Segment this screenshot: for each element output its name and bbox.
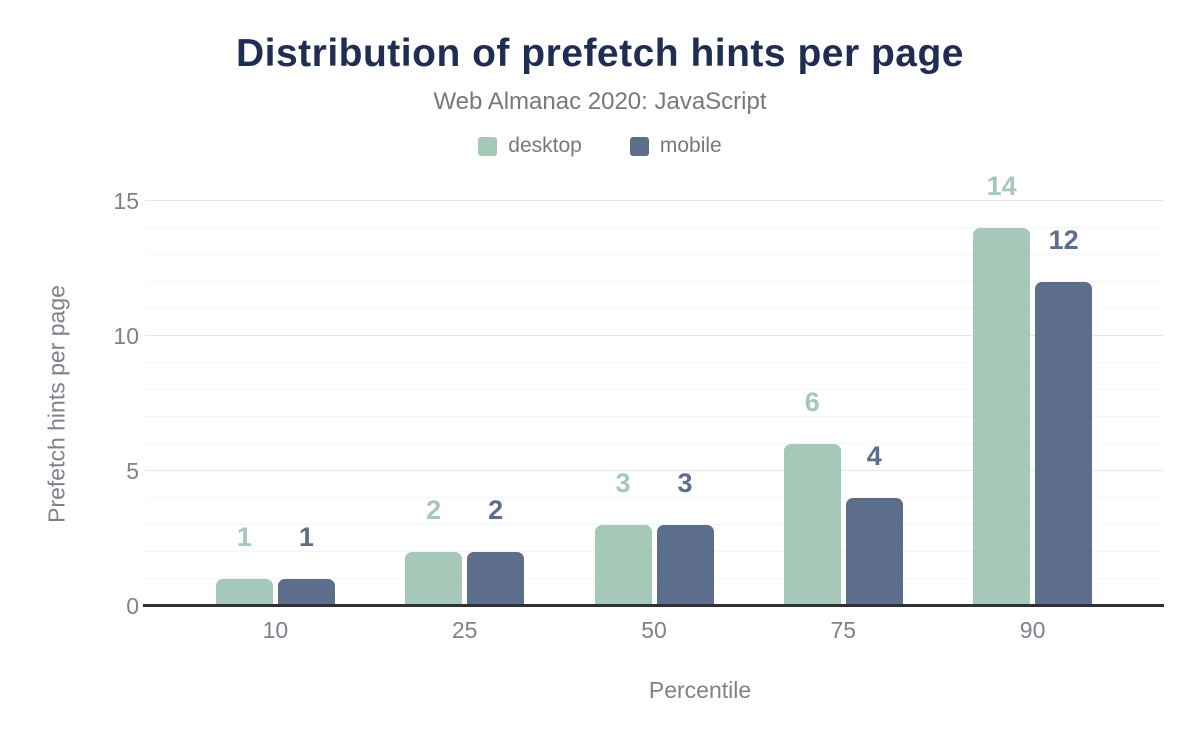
legend-swatch-desktop: [478, 136, 498, 156]
minor-gridline: [145, 551, 1163, 552]
bar-desktop-p25: 2: [405, 497, 463, 606]
bar-desktop-p75: 6: [783, 389, 841, 606]
minor-gridline: [145, 497, 1163, 498]
bar-value-label: 4: [866, 441, 882, 471]
x-axis-line: [143, 604, 1164, 607]
x-axis-title: Percentile: [648, 677, 752, 703]
bar-mobile-p90: 12: [1035, 227, 1093, 606]
bar-value-label: 1: [298, 522, 314, 552]
legend-label: desktop: [508, 134, 582, 157]
x-tick-label: 25: [451, 617, 478, 643]
major-gridline: [145, 335, 1163, 336]
minor-gridline: [145, 254, 1163, 255]
minor-gridline: [145, 416, 1163, 417]
bar-value-label: 3: [677, 468, 693, 498]
bar-desktop-p90: 14: [973, 173, 1031, 606]
minor-gridline: [145, 227, 1163, 228]
x-tick-label: 75: [830, 617, 857, 643]
y-tick-label: 10: [113, 323, 139, 349]
minor-gridline: [145, 578, 1163, 579]
bar-value-label: 6: [804, 387, 820, 417]
minor-gridline: [145, 443, 1163, 444]
bar-mobile-p75: 4: [845, 443, 903, 606]
bar-mobile-p50: 3: [656, 470, 714, 606]
minor-gridline: [145, 362, 1163, 363]
bar-mobile-p25: 2: [467, 497, 525, 606]
x-tick-label: 10: [262, 617, 289, 643]
bar-group-p90: 14 12: [973, 173, 1093, 606]
y-tick-label: 0: [126, 593, 139, 619]
bar-desktop-p10: 1: [215, 524, 273, 606]
legend-swatch-mobile: [629, 136, 649, 156]
bar-value-label: 2: [488, 495, 504, 525]
x-tick-label: 50: [641, 617, 667, 643]
legend-label: mobile: [659, 134, 722, 157]
x-tick-label: 90: [1019, 617, 1046, 643]
bar-mobile-p10: 1: [277, 524, 335, 606]
y-tick-label: 15: [113, 188, 139, 214]
bar-value-label: 12: [1048, 225, 1079, 255]
plot-area: 0 5 10 15 1 1 2 2 3 3 6 4 14 12 10 25 50 75 90: [113, 173, 1164, 643]
major-gridline: [145, 200, 1163, 201]
chart-title: Distribution of prefetch hints per page: [235, 32, 965, 75]
major-gridline: [145, 470, 1163, 471]
bar-value-label: 3: [615, 468, 631, 498]
minor-gridline: [145, 524, 1163, 525]
minor-gridline: [145, 281, 1163, 282]
bar-desktop-p50: 3: [594, 470, 652, 606]
minor-gridline: [145, 389, 1163, 390]
bar-value-label: 2: [426, 495, 442, 525]
minor-gridline: [145, 308, 1163, 309]
bar-value-label: 1: [236, 522, 252, 552]
chart-subtitle: Web Almanac 2020: JavaScript: [433, 88, 767, 115]
bar-value-label: 14: [986, 171, 1017, 201]
y-tick-label: 5: [126, 458, 139, 484]
legend-item-desktop: desktop: [478, 134, 582, 158]
chart-legend: desktop mobile: [0, 134, 1200, 158]
legend-item-mobile: mobile: [629, 134, 722, 158]
y-axis-title: Prefetch hints per page: [43, 285, 70, 523]
